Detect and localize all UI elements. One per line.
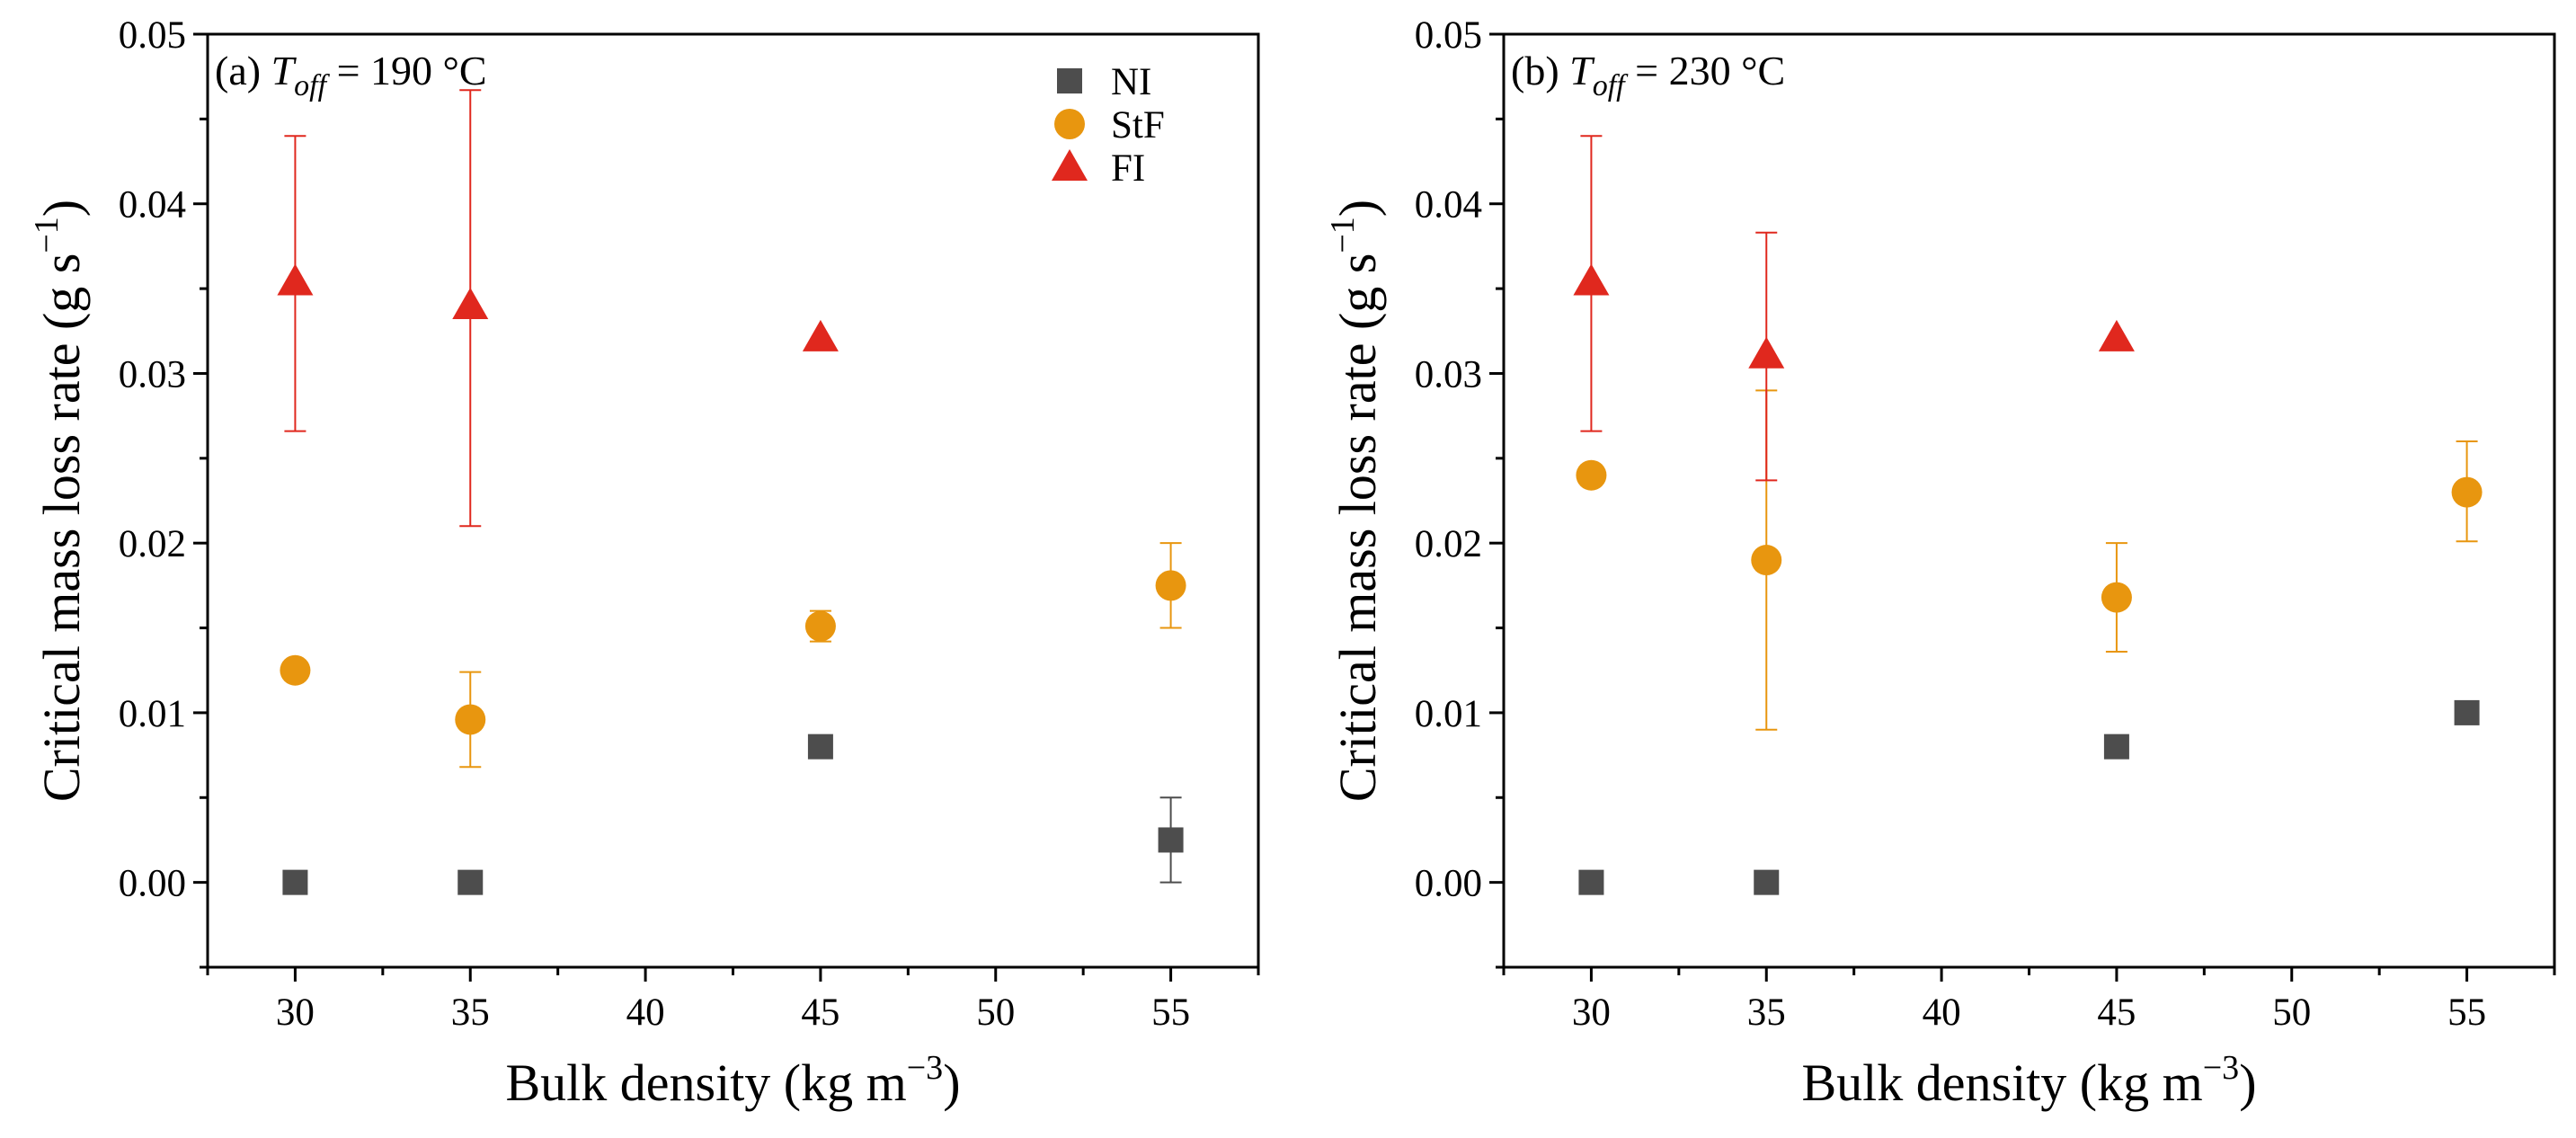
data-point-NI <box>282 869 308 895</box>
series-NI <box>1578 699 2480 895</box>
series-NI <box>282 733 1184 895</box>
panel-b: 30 35 40 45 50 55 0.00 0.01 0.02 0.03 0.04 0.05 Bulk… <box>1324 14 2556 1112</box>
y-tick-label: 0.05 <box>119 14 186 57</box>
y-tick-label: 0.05 <box>1415 14 1482 57</box>
legend-label-StF: StF <box>1111 104 1165 147</box>
y-tick-label: 0.00 <box>119 863 186 905</box>
data-point-FI <box>452 287 489 319</box>
x-tick-label: 30 <box>276 991 315 1034</box>
data-point-StF <box>1155 570 1186 601</box>
data-point-FI <box>1573 263 1610 296</box>
series-StF <box>280 542 1186 769</box>
data-point-StF <box>1751 545 1782 576</box>
x-tick-label: 50 <box>976 991 1015 1034</box>
data-point-NI <box>2454 699 2480 725</box>
x-axis-title-close: ) <box>2239 1054 2256 1112</box>
data-point-FI <box>802 319 839 351</box>
y-tick-label: 0.03 <box>1415 353 1482 396</box>
panel-title: (b) Toff = 230 °C <box>1511 48 1785 102</box>
x-tick-label: 40 <box>626 991 665 1034</box>
x-axis-title: Bulk density (kg m−3) <box>1801 1049 2256 1112</box>
legend-marker-FI <box>1052 149 1088 181</box>
y-tick-label: 0.03 <box>119 353 186 396</box>
y-tick-label: 0.00 <box>1415 863 1482 905</box>
series-FI <box>277 89 839 528</box>
y-axis-title: Critical mass loss rate (g s−1) <box>28 200 91 802</box>
legend-label-FI: FI <box>1111 147 1145 190</box>
x-axis-title-superscript: −3 <box>2203 1049 2239 1087</box>
y-tick-label: 0.04 <box>119 184 186 227</box>
panel-title: (a) Toff = 190 °C <box>215 48 487 102</box>
y-tick-label: 0.01 <box>119 693 186 735</box>
data-point-NI <box>1578 869 1604 895</box>
x-axis-title-superscript: −3 <box>907 1049 943 1087</box>
panel-title-prefix: (b) <box>1511 48 1569 93</box>
plot-frame <box>206 32 1260 969</box>
plot-frame <box>1502 32 2556 969</box>
data-point-NI <box>1754 869 1780 895</box>
y-tick-label: 0.02 <box>119 523 186 565</box>
data-point-StF <box>2101 582 2132 613</box>
y-tick-label: 0.02 <box>1415 523 1482 565</box>
y-axis-title-close: ) <box>32 200 91 217</box>
x-tick-label: 50 <box>2272 991 2311 1034</box>
y-tick-label: 0.04 <box>1415 184 1482 227</box>
panel-title-symbol: T <box>271 48 298 93</box>
x-tick-label: 35 <box>451 991 490 1034</box>
y-axis-title-text: Critical mass loss rate (g s <box>32 253 91 803</box>
panel-title-subscript: off <box>1593 69 1629 102</box>
legend-label-NI: NI <box>1111 61 1151 103</box>
x-axis-title: Bulk density (kg m−3) <box>505 1049 960 1112</box>
panel-title-suffix: = 190 °C <box>326 48 487 93</box>
x-axis-title-close: ) <box>943 1054 960 1112</box>
x-tick-label: 35 <box>1747 991 1786 1034</box>
y-axis-title: Critical mass loss rate (g s−1) <box>1324 200 1387 802</box>
panel-title-prefix: (a) <box>215 48 271 93</box>
data-point-FI <box>1748 336 1785 369</box>
y-axis-title-text: Critical mass loss rate (g s <box>1328 253 1387 803</box>
panel-title-symbol: T <box>1569 48 1595 93</box>
panel-title-subscript: off <box>294 69 330 102</box>
x-axis-title-text: Bulk density (kg m <box>505 1054 906 1112</box>
x-tick-label: 55 <box>2447 991 2486 1034</box>
panel-title-suffix: = 230 °C <box>1625 48 1786 93</box>
x-tick-label: 45 <box>2097 991 2136 1034</box>
y-axis-title-close: ) <box>1328 200 1387 217</box>
x-tick-label: 30 <box>1572 991 1611 1034</box>
y-tick-label: 0.01 <box>1415 693 1482 735</box>
y-axis-title-superscript: −1 <box>28 217 66 253</box>
data-point-FI <box>277 263 314 296</box>
data-point-StF <box>2451 476 2483 508</box>
data-point-FI <box>2098 319 2135 351</box>
x-axis-title-text: Bulk density (kg m <box>1801 1054 2202 1112</box>
data-point-StF <box>280 654 311 686</box>
x-tick-label: 55 <box>1151 991 1190 1034</box>
x-tick-label: 45 <box>801 991 839 1034</box>
data-point-StF <box>1576 459 1607 491</box>
data-point-StF <box>455 704 486 735</box>
legend-marker-NI <box>1057 68 1082 93</box>
data-point-StF <box>804 610 836 642</box>
legend-marker-StF <box>1054 109 1085 139</box>
data-point-NI <box>2103 733 2129 760</box>
y-axis-title-superscript: −1 <box>1324 217 1362 253</box>
series-StF <box>1576 389 2483 731</box>
panel-a: 30 35 40 45 50 55 0.00 0.01 0.02 0.03 0.04 0.05 Bulk… <box>28 14 1260 1112</box>
series-FI <box>1573 135 2135 482</box>
data-point-NI <box>1158 827 1184 853</box>
data-point-NI <box>457 869 484 895</box>
data-point-NI <box>807 733 833 760</box>
x-tick-label: 40 <box>1923 991 1961 1034</box>
